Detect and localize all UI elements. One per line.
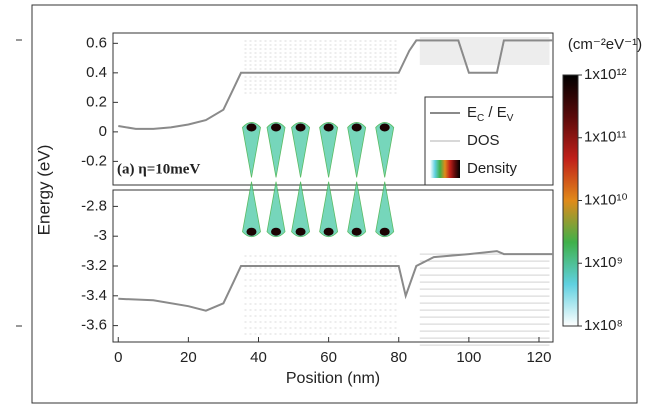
colorbar-tick-label: 1x10⁹ [584,254,623,271]
density-core [324,228,334,236]
density-core [352,228,362,236]
colorbar-tick-label: 1x10¹¹ [584,129,627,146]
y-tick-label: 0.4 [86,64,107,81]
density-core [380,228,390,236]
x-tick-label: 0 [114,349,122,366]
annotation: (a) η=10meV [117,161,200,177]
y-tick-label: -0.2 [81,152,107,169]
y-tick-label: -3 [94,227,107,244]
density-core [324,123,334,131]
page: {"chart_data":[ {"type":"line","xlim":[-… [0,0,666,406]
colorbar-tick-label: 1x10¹⁰ [584,191,628,208]
colorbar-tick-label: 1x10¹² [584,66,627,83]
legend-label: Density [467,160,518,177]
y-tick-label: 0 [99,123,107,140]
y-tick-label: 0.2 [86,93,107,110]
density-core [352,123,362,131]
figure: -0.200.20.40.6(a) η=10meVEnergy (eV)EC /… [0,0,666,406]
x-tick-label: 100 [456,349,481,366]
x-tick-label: 60 [320,349,337,366]
density-core [271,123,281,131]
x-axis-label: Position (nm) [286,370,380,387]
legend-label: DOS [467,132,500,149]
density-core [296,228,306,236]
y-tick-label: -2.8 [81,197,107,214]
colorbar-title: (cm⁻²eV⁻¹) [568,36,642,53]
density-core [380,123,390,131]
density-core [296,123,306,131]
x-tick-label: 120 [526,349,551,366]
y-tick-label: -3.6 [81,317,107,334]
y-tick-label: -3.4 [81,287,107,304]
colorbar-tick-label: 1x10⁸ [584,317,623,334]
density-core [246,228,256,236]
y-tick-label: -3.2 [81,257,107,274]
density-core [246,123,256,131]
x-tick-label: 80 [390,349,407,366]
y-axis-label: Energy (eV) [34,145,53,236]
x-tick-label: 40 [250,349,267,366]
colorbar [563,75,578,326]
legend-swatch [430,160,460,178]
y-tick-label: 0.6 [86,34,107,51]
x-tick-label: 20 [180,349,197,366]
density-core [271,228,281,236]
